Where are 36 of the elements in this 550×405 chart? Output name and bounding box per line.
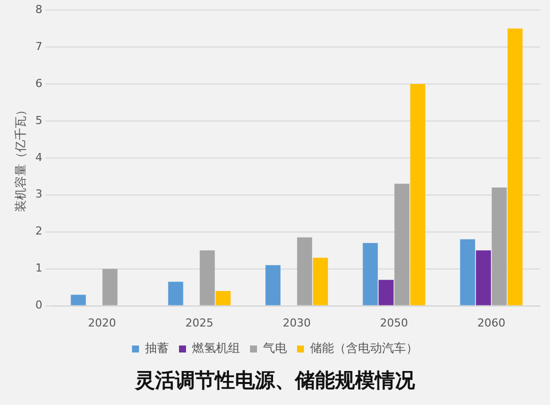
x-tick-label: 2050 bbox=[380, 316, 408, 330]
legend-label: 储能（含电动汽车） bbox=[310, 341, 418, 356]
bar bbox=[362, 242, 378, 306]
bar bbox=[102, 268, 118, 306]
text: 灵活调节性电源、储能规模情况 bbox=[134, 367, 416, 394]
bar bbox=[200, 250, 215, 306]
bar bbox=[378, 280, 394, 306]
legend-label: 抽蓄 bbox=[145, 341, 169, 356]
bar bbox=[297, 237, 312, 306]
y-tick-label: 4 bbox=[35, 150, 42, 164]
bar bbox=[508, 28, 523, 306]
bar bbox=[460, 239, 476, 306]
y-tick-label: 3 bbox=[35, 188, 42, 201]
y-tick-label: 6 bbox=[35, 76, 42, 90]
legend-label: 燃氢机组 bbox=[192, 341, 240, 356]
bar bbox=[216, 291, 231, 306]
bar bbox=[312, 258, 328, 306]
y-tick-label: 8 bbox=[35, 2, 42, 16]
bar bbox=[70, 294, 86, 306]
x-tick-label: 2060 bbox=[477, 316, 506, 330]
bar bbox=[492, 187, 507, 306]
bar bbox=[265, 265, 280, 306]
y-tick-label: 0 bbox=[35, 298, 42, 312]
bar bbox=[476, 250, 491, 306]
legend-label: 气电 bbox=[263, 341, 287, 356]
y-tick-label: 7 bbox=[35, 40, 42, 53]
y-tick-label: 5 bbox=[35, 114, 42, 127]
bar bbox=[394, 184, 410, 306]
x-tick-label: 2020 bbox=[88, 316, 116, 330]
x-tick-label: 2030 bbox=[282, 316, 311, 330]
bar bbox=[168, 282, 184, 306]
y-tick-label: 1 bbox=[35, 262, 42, 275]
y-tick-label: 2 bbox=[35, 224, 42, 238]
x-tick-label: 2025 bbox=[185, 316, 214, 330]
bar bbox=[410, 84, 426, 306]
y-axis-title: 装机容量（亿千瓦） bbox=[13, 104, 28, 212]
